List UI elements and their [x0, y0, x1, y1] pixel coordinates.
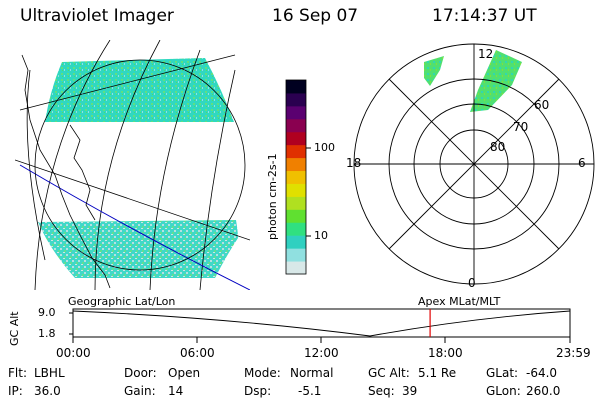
colorbar-segment — [286, 92, 306, 107]
glon-label: GLon: — [486, 384, 521, 398]
glon-value: 260.0 — [526, 384, 561, 398]
aurora-patch-b — [470, 50, 522, 112]
x-tick-2359: 23:59 — [556, 346, 591, 360]
colorbar-tick-100: 100 — [314, 141, 335, 154]
x-tick-1800: 18:00 — [428, 346, 463, 360]
time-label: 17:14:37 UT — [432, 6, 537, 26]
colorbar-segment — [286, 80, 306, 94]
x-tick-0000: 00:00 — [56, 346, 91, 360]
colorbar — [285, 79, 311, 275]
dsp-value: -5.1 — [298, 384, 322, 398]
colorbar-segment — [286, 157, 306, 172]
colorbar-segment — [286, 131, 306, 146]
aurora-band-north — [45, 58, 234, 122]
colorbar-segment — [286, 118, 306, 133]
aurora-patch-a — [424, 56, 444, 86]
flt-label: Flt: — [8, 366, 27, 380]
colorbar-segment — [286, 248, 306, 262]
colorbar-segment — [286, 209, 306, 223]
seq-value: 39 — [402, 384, 418, 398]
gain-label: Gain: — [124, 384, 156, 398]
gain-value: 14 — [168, 384, 184, 398]
date-label: 16 Sep 07 — [272, 6, 359, 26]
colorbar-segment — [286, 196, 306, 210]
apex-label: Apex MLat/MLT — [418, 295, 501, 308]
colorbar-segment — [286, 261, 306, 275]
x-tick-1200: 12:00 — [304, 346, 339, 360]
colorbar-segment — [286, 144, 306, 159]
ip-value: 36.0 — [34, 384, 61, 398]
door-value: Open — [168, 366, 201, 380]
door-label: Door: — [124, 366, 157, 380]
flt-value: LBHL — [34, 366, 65, 380]
colorbar-unit-label: photon cm-2s-1 — [266, 153, 279, 240]
lat-label-60: 60 — [534, 98, 550, 112]
seq-label: Seq: — [368, 384, 395, 398]
dsp-label: Dsp: — [244, 384, 272, 398]
geographic-label: Geographic Lat/Lon — [68, 295, 176, 308]
mode-value: Normal — [290, 366, 334, 380]
mlt-label-18: 18 — [346, 156, 362, 170]
mlt-label-6: 6 — [578, 156, 586, 170]
colorbar-segment — [286, 183, 306, 197]
ip-label: IP: — [8, 384, 23, 398]
gc-alt-value: 5.1 Re — [418, 366, 457, 380]
mode-label: Mode: — [244, 366, 281, 380]
gc-alt-label: GC Alt: — [368, 366, 410, 380]
colorbar-segment — [286, 170, 306, 184]
colorbar-segment — [286, 222, 306, 236]
glat-label: GLat: — [486, 366, 519, 380]
geographic-map — [15, 40, 250, 290]
colorbar-tick-10: 10 — [314, 229, 328, 242]
gc-alt-axis-title: GC Alt — [8, 311, 21, 346]
mlt-label-0: 0 — [468, 276, 476, 290]
mlt-label-12: 12 — [478, 47, 494, 61]
lat-label-80: 80 — [490, 140, 506, 154]
timeline-plot — [69, 308, 571, 343]
polar-plot — [353, 43, 595, 285]
x-tick-0600: 06:00 — [180, 346, 215, 360]
colorbar-segment — [286, 235, 306, 249]
lat-label-70: 70 — [513, 120, 529, 134]
instrument-title: Ultraviolet Imager — [20, 6, 174, 26]
y-tick-high: 9.0 — [38, 306, 56, 319]
colorbar-segment — [286, 105, 306, 120]
glat-value: -64.0 — [526, 366, 558, 380]
aurora-band-south — [38, 220, 238, 278]
y-tick-low: 1.8 — [38, 327, 56, 340]
